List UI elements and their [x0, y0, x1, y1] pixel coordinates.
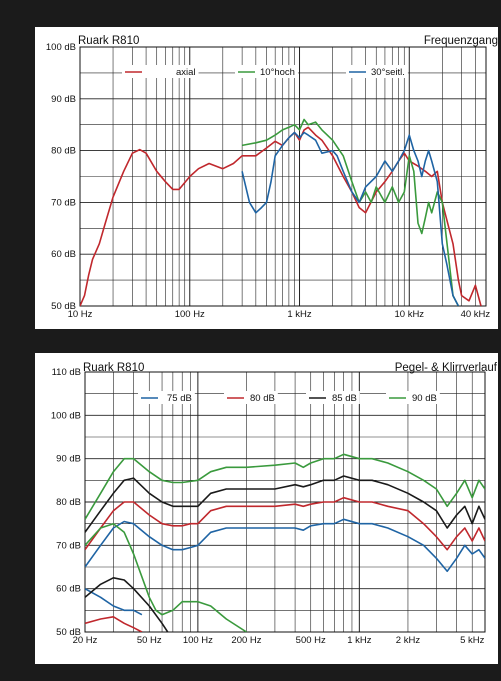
- y-tick-label: 90 dB: [51, 94, 76, 105]
- y-tick-label: 90 dB: [56, 454, 81, 465]
- legend-entry: 75 dB: [138, 391, 195, 404]
- x-tick-label: 500 Hz: [296, 635, 326, 646]
- y-tick-label: 110 dB: [52, 367, 81, 378]
- y-tick-label: 100 dB: [46, 42, 76, 53]
- legend-label: 10°hoch: [260, 67, 295, 78]
- legend-backdrop: [224, 391, 278, 404]
- legend-backdrop: [386, 391, 440, 404]
- series-distortion-line: [85, 522, 247, 632]
- chart-subtitle: Pegel- & Klirrverlauf: [395, 362, 498, 374]
- y-tick-label: 50 dB: [51, 301, 76, 312]
- series-level-line: [85, 453, 485, 520]
- series-level-line: [85, 475, 485, 533]
- chart-title: Ruark R810: [83, 362, 144, 374]
- x-tick-label: 2 kHz: [396, 635, 421, 646]
- legend-entry: 80 dB: [224, 391, 278, 404]
- plot-area: [85, 453, 485, 632]
- y-tick-label: 80 dB: [56, 497, 81, 508]
- x-tick-label: 1 kHz: [347, 635, 372, 646]
- chart-1: Ruark R810 Frequenzgang 50 dB 60 dB 70 dB 80 …: [35, 27, 498, 329]
- chart-title: Ruark R810: [78, 35, 139, 47]
- chart-panel: [35, 353, 498, 664]
- x-tick-label: 100 Hz: [175, 309, 205, 320]
- legend-label: 75 dB: [167, 393, 192, 404]
- series-line: [241, 118, 460, 306]
- x-tick-label: 100 Hz: [183, 635, 213, 646]
- legend-backdrop: [138, 391, 195, 404]
- legend-entry: 10°hoch: [235, 65, 298, 78]
- legend-backdrop: [122, 65, 199, 78]
- x-tick-label: 10 Hz: [68, 309, 93, 320]
- chart-2: Ruark R810 Pegel- & Klirrverlauf 50 dB 60 d…: [35, 353, 498, 664]
- plot-frame: [79, 46, 487, 307]
- plot-frame: [84, 371, 486, 633]
- series-distortion-line: [85, 616, 143, 632]
- series-distortion-line: [85, 577, 169, 632]
- x-tick-label: 10 kHz: [394, 309, 424, 320]
- legend-entry: axial: [122, 65, 199, 78]
- legend-backdrop: [306, 391, 360, 404]
- y-tick-label: 70 dB: [56, 540, 81, 551]
- legend-label: 30°seitl.: [371, 67, 405, 78]
- series-level-line: [85, 518, 485, 573]
- y-tick-label: 70 dB: [51, 197, 76, 208]
- legend-backdrop: [346, 65, 408, 78]
- x-tick-label: 40 kHz: [461, 309, 491, 320]
- y-tick-label: 80 dB: [51, 146, 76, 157]
- x-tick-label: 50 Hz: [137, 635, 162, 646]
- y-tick-label: 50 dB: [56, 627, 81, 638]
- series-distortion-line: [85, 587, 143, 616]
- legend-label: axial: [176, 67, 196, 78]
- y-tick-label: 100 dB: [51, 410, 81, 421]
- y-tick-label: 60 dB: [51, 249, 76, 260]
- legend-entry: 30°seitl.: [346, 65, 408, 78]
- series-level-line: [85, 496, 485, 551]
- legend-entry: 90 dB: [386, 391, 440, 404]
- x-tick-label: 20 Hz: [73, 635, 98, 646]
- plot-area: [80, 118, 482, 306]
- series-line: [241, 131, 460, 306]
- chart-subtitle: Frequenzgang: [424, 35, 498, 47]
- legend-label: 85 dB: [332, 393, 357, 404]
- x-tick-label: 5 kHz: [460, 635, 485, 646]
- legend-backdrop: [235, 65, 298, 78]
- series-line: [80, 126, 482, 306]
- x-tick-label: 200 Hz: [231, 635, 261, 646]
- legend-label: 80 dB: [250, 393, 275, 404]
- x-tick-label: 1 kHz: [287, 309, 312, 320]
- legend-label: 90 dB: [412, 393, 437, 404]
- legend-entry: 85 dB: [306, 391, 360, 404]
- y-tick-label: 60 dB: [56, 584, 81, 595]
